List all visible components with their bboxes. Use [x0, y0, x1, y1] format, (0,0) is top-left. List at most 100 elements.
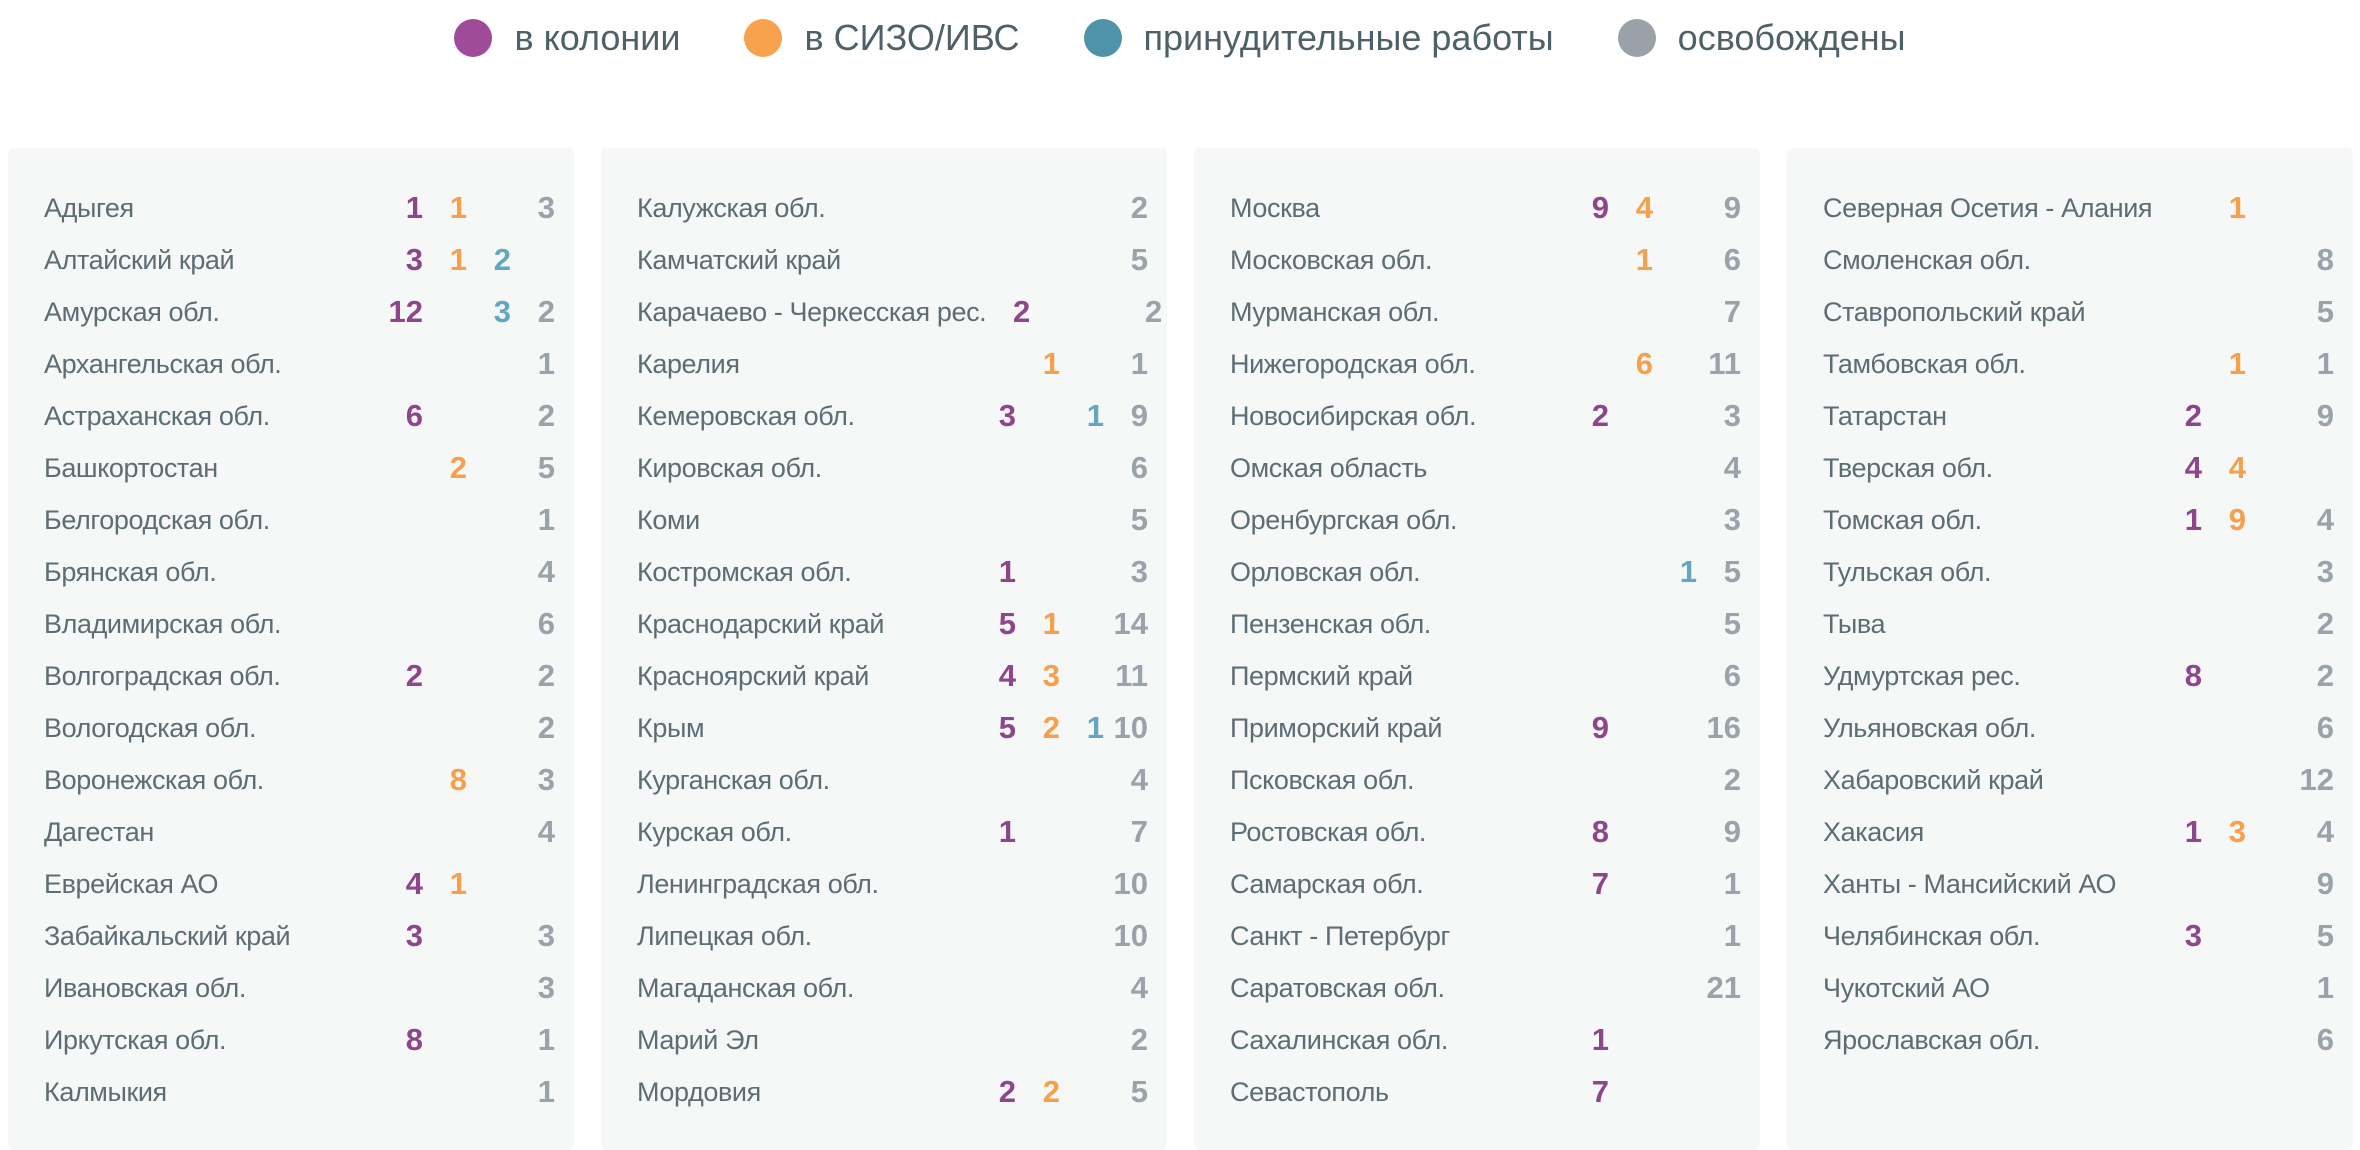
region-row: Томская обл. 1 9 4 — [1823, 494, 2334, 546]
count-colony: 4 — [998, 658, 1016, 693]
region-card-4: Северная Осетия - Алания 1 Смоленская обл.… — [1787, 148, 2353, 1150]
count-released: 3 — [537, 762, 555, 797]
region-name: Адыгея — [44, 192, 134, 223]
region-name: Ростовская обл. — [1230, 816, 1427, 847]
count-colony: 5 — [998, 606, 1016, 641]
count-released: 21 — [1706, 970, 1741, 1005]
region-name: Новосибирская обл. — [1230, 400, 1477, 431]
count-colony: 3 — [405, 918, 423, 953]
region-row: Мурманская обл. 7 — [1230, 286, 1741, 338]
count-colony: 8 — [405, 1022, 423, 1057]
count-sizo: 2 — [1042, 710, 1060, 745]
count-released: 3 — [537, 970, 555, 1005]
count-released: 1 — [1723, 866, 1741, 901]
count-colony: 2 — [1013, 294, 1031, 329]
region-row: Псковская обл. 2 — [1230, 754, 1741, 806]
region-name: Челябинская обл. — [1823, 920, 2041, 951]
region-row: Нижегородская обл. 6 11 — [1230, 338, 1741, 390]
region-name: Дагестан — [44, 816, 154, 847]
region-row: Архангельская обл. 1 — [44, 338, 555, 390]
region-row: Астраханская обл. 6 2 — [44, 390, 555, 442]
region-row: Удмуртская рес. 8 2 — [1823, 650, 2334, 702]
region-row: Тыва 2 — [1823, 598, 2334, 650]
count-released: 2 — [2316, 606, 2334, 641]
region-name: Нижегородская обл. — [1230, 348, 1476, 379]
count-colony: 12 — [388, 294, 423, 329]
count-released: 10 — [1113, 710, 1148, 745]
count-released: 1 — [1723, 918, 1741, 953]
count-released: 7 — [1130, 814, 1148, 849]
count-colony: 4 — [2184, 450, 2202, 485]
region-name: Белгородская обл. — [44, 504, 270, 535]
region-name: Волгоградская обл. — [44, 660, 281, 691]
count-released: 2 — [537, 398, 555, 433]
region-name: Тульская обл. — [1823, 556, 1992, 587]
count-released: 12 — [2299, 762, 2334, 797]
count-colony: 9 — [1591, 710, 1609, 745]
legend-label-forced: принудительные работы — [1143, 17, 1554, 58]
count-colony: 3 — [405, 242, 423, 277]
count-released: 2 — [537, 294, 555, 329]
region-card-3: Москва 9 4 9 Московская обл. 1 6 Мурманская обл… — [1194, 148, 1760, 1150]
region-name: Ставропольский край — [1823, 296, 2086, 327]
region-row: Приморский край 9 16 — [1230, 702, 1741, 754]
count-colony: 6 — [405, 398, 423, 433]
count-sizo: 2 — [449, 450, 467, 485]
legend-label-released: освобождены — [1677, 17, 1906, 58]
region-name: Владимирская обл. — [44, 608, 282, 639]
region-name: Томская обл. — [1823, 504, 1982, 535]
region-name: Забайкальский край — [44, 920, 291, 951]
region-row: Москва 9 4 9 — [1230, 182, 1741, 234]
region-row: Магаданская обл. 4 — [637, 962, 1148, 1014]
region-name: Псковская обл. — [1230, 764, 1415, 795]
region-card-2: Калужская обл. 2 Камчатский край 5 Карачаево… — [601, 148, 1167, 1150]
region-name: Башкортостан — [44, 452, 218, 483]
region-name: Крым — [637, 712, 705, 743]
region-name: Вологодская обл. — [44, 712, 257, 743]
region-name: Санкт - Петербург — [1230, 920, 1450, 951]
region-name: Тыва — [1823, 608, 1886, 639]
count-released: 2 — [1145, 294, 1163, 329]
region-row: Санкт - Петербург 1 — [1230, 910, 1741, 962]
region-name: Хабаровский край — [1823, 764, 2044, 795]
region-name: Еврейская АО — [44, 868, 219, 899]
region-row: Оренбургская обл. 3 — [1230, 494, 1741, 546]
count-colony: 1 — [998, 814, 1016, 849]
region-row: Тульская обл. 3 — [1823, 546, 2334, 598]
colony-dot-icon — [454, 19, 493, 57]
count-sizo: 4 — [2228, 450, 2246, 485]
region-name: Пензенская обл. — [1230, 608, 1431, 639]
region-row: Чукотский АО 1 — [1823, 962, 2334, 1014]
region-name: Орловская обл. — [1230, 556, 1421, 587]
region-row: Коми 5 — [637, 494, 1148, 546]
count-colony: 3 — [998, 398, 1016, 433]
count-released: 4 — [1130, 762, 1148, 797]
region-row: Красноярский край 4 3 11 — [637, 650, 1148, 702]
region-row: Татарстан 2 9 — [1823, 390, 2334, 442]
count-forced: 1 — [1086, 710, 1104, 745]
count-released: 2 — [1130, 190, 1148, 225]
region-row: Орловская обл. 1 5 — [1230, 546, 1741, 598]
count-released: 4 — [2316, 814, 2334, 849]
count-released: 3 — [2316, 554, 2334, 589]
count-sizo: 4 — [1635, 190, 1653, 225]
legend-label-sizo: в СИЗО/ИВС — [804, 17, 1020, 58]
count-released: 10 — [1113, 866, 1148, 901]
count-released: 3 — [537, 190, 555, 225]
count-colony: 8 — [1591, 814, 1609, 849]
count-released: 1 — [537, 502, 555, 537]
region-name: Кемеровская обл. — [637, 400, 855, 431]
region-name: Мордовия — [637, 1076, 761, 1107]
count-released: 9 — [2316, 398, 2334, 433]
count-sizo: 1 — [1042, 606, 1060, 641]
region-name: Хакасия — [1823, 816, 1924, 847]
count-released: 1 — [1130, 346, 1148, 381]
count-sizo: 1 — [449, 866, 467, 901]
count-released: 6 — [1723, 658, 1741, 693]
region-row: Волгоградская обл. 2 2 — [44, 650, 555, 702]
region-name: Омская область — [1230, 452, 1427, 483]
count-released: 11 — [1708, 346, 1741, 381]
region-name: Калмыкия — [44, 1076, 167, 1107]
region-row: Калужская обл. 2 — [637, 182, 1148, 234]
region-row: Карачаево - Черкесская рес. 2 2 — [637, 286, 1162, 338]
